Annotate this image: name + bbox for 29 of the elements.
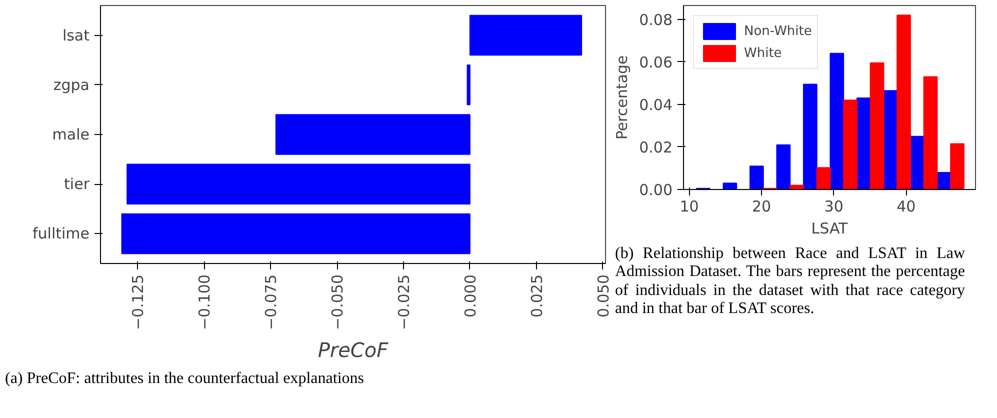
- y-tick-label: 0.08: [639, 10, 673, 29]
- y-tick-label: lsat: [62, 26, 90, 44]
- y-tick-label: zgpa: [53, 76, 90, 94]
- x-tick-label: −0.075: [262, 274, 280, 330]
- legend-label: White: [744, 46, 782, 60]
- legend-label: Non-White: [744, 24, 812, 38]
- x-axis-title: PreCoF: [318, 338, 389, 362]
- x-axis-title: LSAT: [811, 220, 849, 238]
- text: (b) Relationship between Race and LSAT in Law Admission Dataset. The bars represent the percentage of individuals in the dataset with that race category and in that bar of LSAT scores.: [615, 245, 965, 319]
- x-tick-label: −0.125: [129, 274, 148, 330]
- y-tick-label: 0.06: [639, 53, 673, 72]
- x-tick-label: 10: [680, 198, 699, 216]
- y-axis-title: Percentage: [613, 55, 632, 140]
- x-tick-label: −0.050: [328, 274, 347, 330]
- x-tick-label: −0.025: [395, 274, 413, 330]
- y-tick-label: 0.00: [639, 181, 673, 199]
- x-tick-label: −0.100: [196, 274, 214, 330]
- x-tick-label: 0.000: [461, 274, 480, 318]
- y-tick-label: tier: [64, 175, 90, 194]
- x-tick-label: 0.025: [528, 274, 546, 318]
- y-tick-label: 0.02: [639, 138, 673, 156]
- text: (a) PreCoF: attributes in the counterfactual explanations: [5, 370, 364, 388]
- y-tick-label: male: [52, 126, 90, 144]
- x-tick-label: 30: [824, 198, 844, 216]
- y-tick-label: 0.04: [639, 96, 673, 114]
- x-tick-label: 0.050: [594, 274, 612, 318]
- y-tick-label: fulltime: [32, 224, 90, 243]
- x-tick-label: 20: [752, 198, 772, 216]
- x-tick-label: 40: [896, 198, 916, 216]
